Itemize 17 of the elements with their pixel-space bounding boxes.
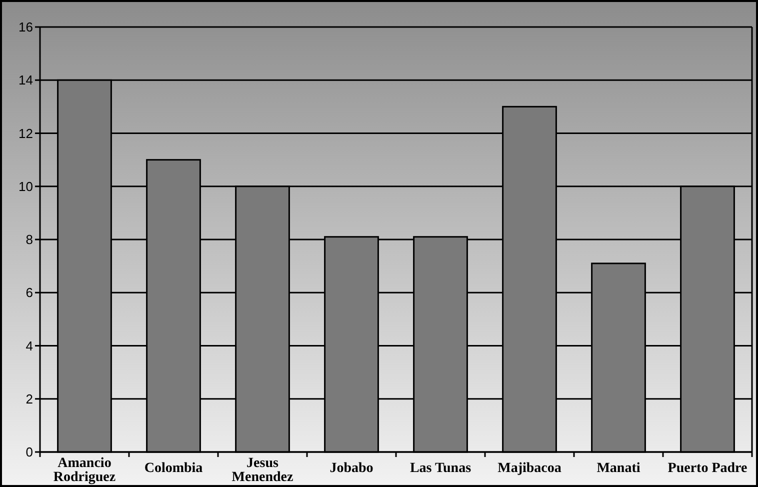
y-tick-label: 8	[26, 232, 33, 248]
y-tick-label: 4	[26, 338, 33, 354]
y-tick-label: 12	[18, 126, 33, 141]
x-tick-label: Jesus Menendez	[232, 456, 294, 485]
y-tick-label: 2	[26, 391, 33, 406]
y-tick-label: 10	[18, 178, 33, 194]
y-tick-label: 6	[26, 285, 33, 300]
x-tick-label: Majibacoa	[498, 461, 562, 476]
y-tick-label: 0	[26, 444, 33, 460]
x-tick-label: Las Tunas	[410, 461, 472, 476]
y-tick-label: 16	[18, 20, 33, 35]
x-tick-label: Jobabo	[330, 461, 374, 476]
x-tick-label: Puerto Padre	[668, 461, 748, 476]
x-tick-label: Amancio Rodriguez	[53, 456, 116, 485]
x-tick-label: Colombia	[144, 461, 203, 476]
x-tick-label: Manati	[596, 461, 640, 476]
y-tick-label: 14	[18, 72, 33, 88]
